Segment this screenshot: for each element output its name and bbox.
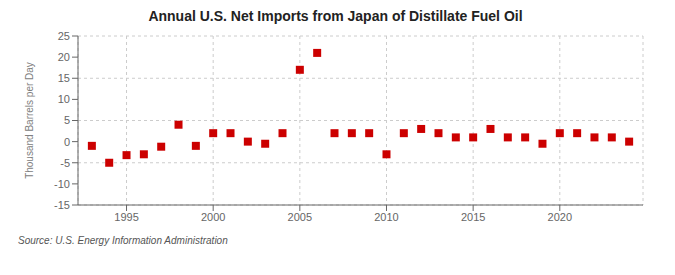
svg-text:25: 25 [58, 30, 70, 42]
svg-text:2000: 2000 [201, 211, 225, 223]
svg-text:Thousand Barrels per Day: Thousand Barrels per Day [24, 62, 35, 179]
svg-text:2020: 2020 [548, 211, 572, 223]
html-text:Source: U.S. Energy Informatio: Source: U.S. Energy Information Administ… [18, 235, 228, 246]
svg-text:2010: 2010 [374, 211, 398, 223]
svg-text:20: 20 [58, 51, 70, 63]
svg-text:0: 0 [64, 136, 70, 148]
svg-text:15: 15 [58, 72, 70, 84]
svg-text:2005: 2005 [288, 211, 312, 223]
svg-text:2015: 2015 [461, 211, 485, 223]
svg-text:-15: -15 [54, 199, 70, 211]
svg-text:-10: -10 [54, 178, 70, 190]
html-text:Annual U.S. Net Imports from J: Annual U.S. Net Imports from Japan of Di… [148, 8, 523, 24]
svg-text:1995: 1995 [114, 211, 138, 223]
svg-text:10: 10 [58, 93, 70, 105]
svg-text:5: 5 [64, 114, 70, 126]
svg-text:-5: -5 [60, 157, 70, 169]
